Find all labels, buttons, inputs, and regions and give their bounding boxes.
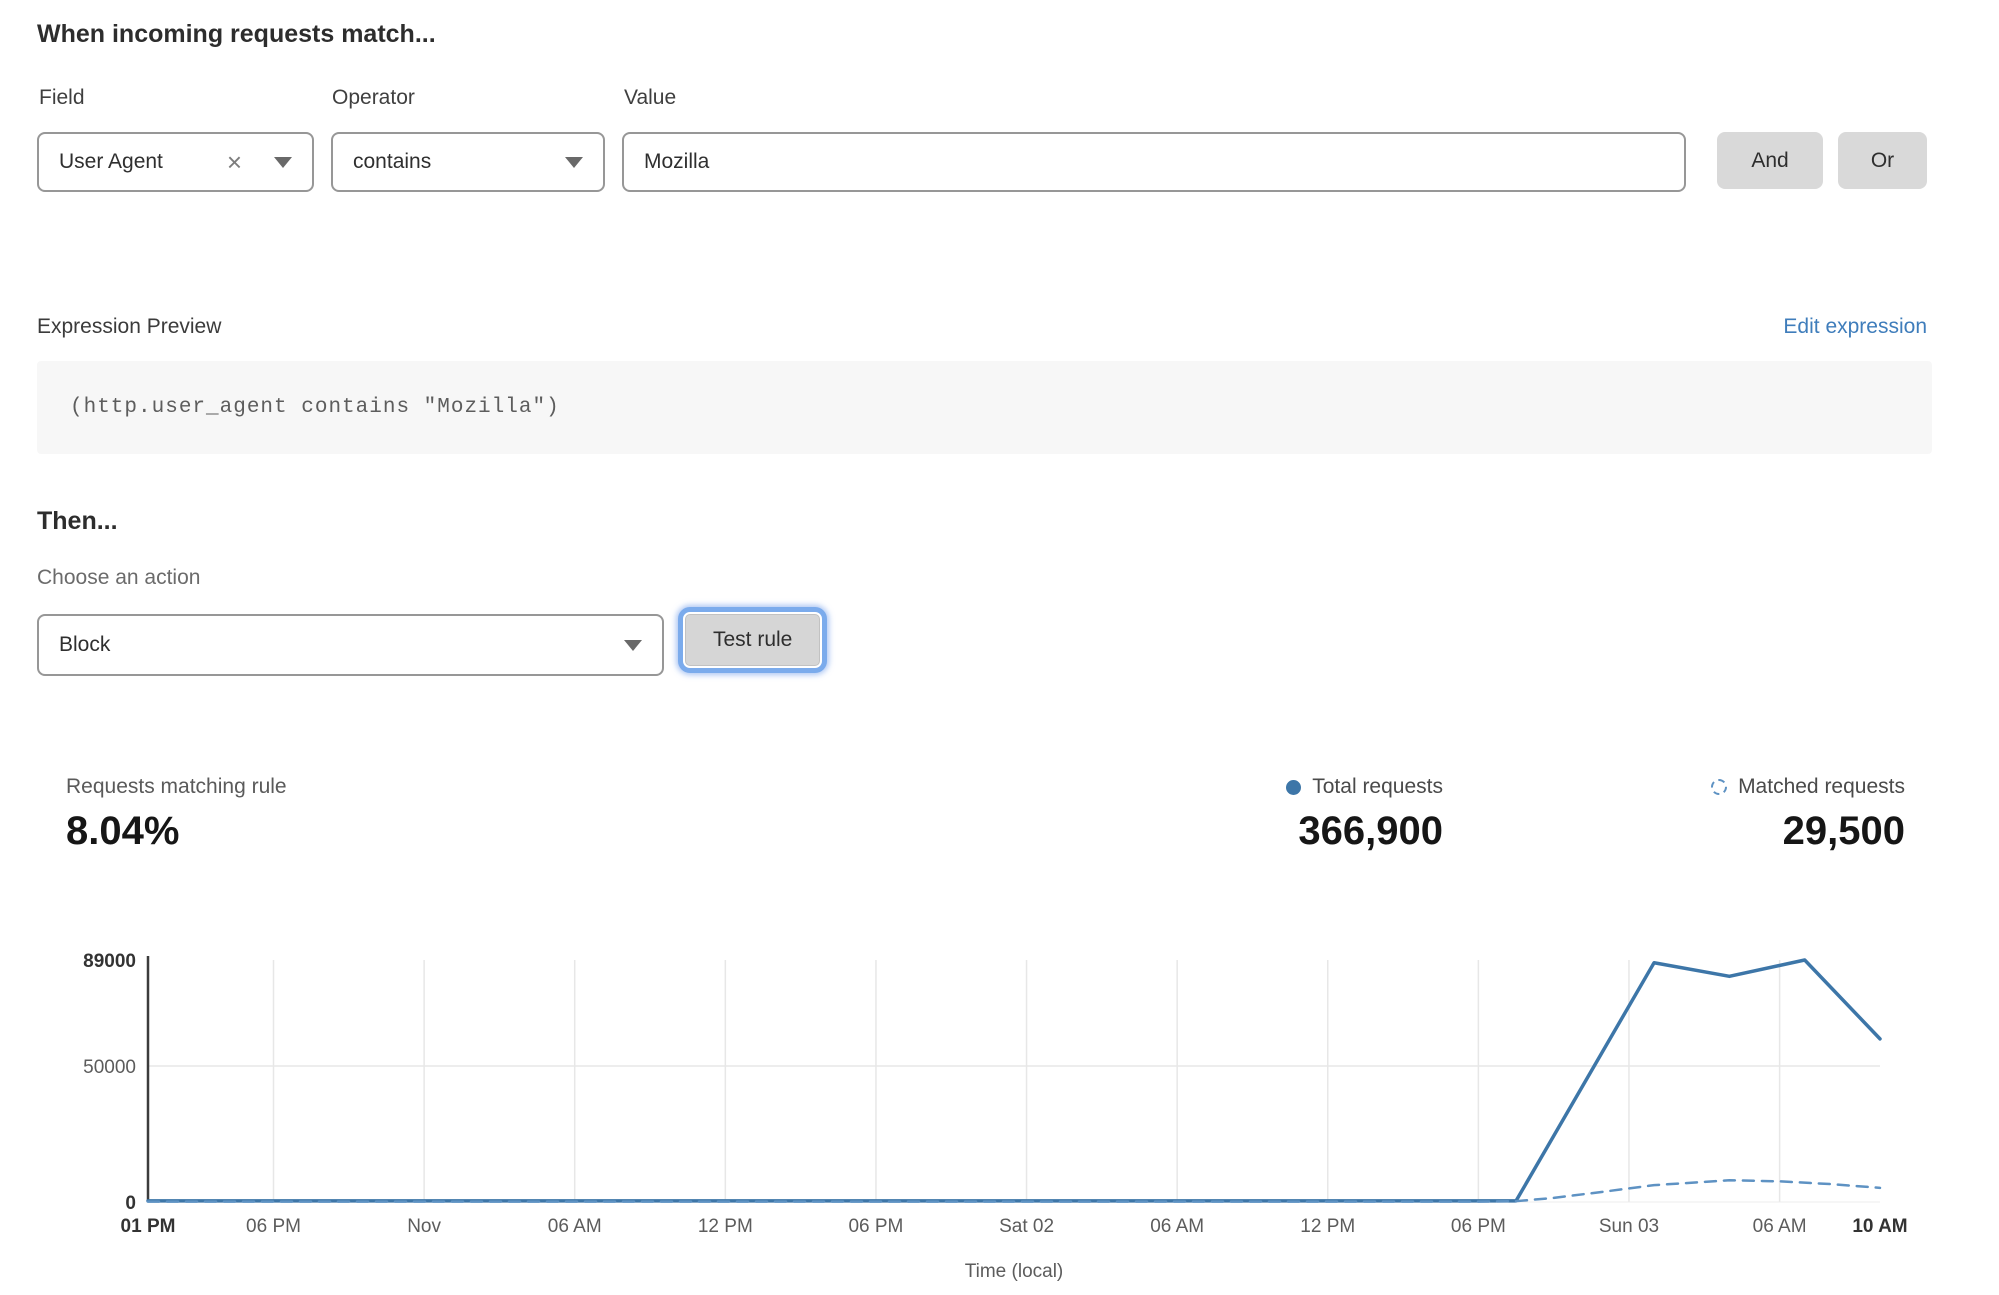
total-requests-value: 366,900 [1298, 809, 1443, 853]
requests-matching-label: Requests matching rule [66, 775, 287, 798]
total-requests-legend: Total requests [1043, 775, 1443, 799]
svg-text:06 PM: 06 PM [246, 1216, 301, 1237]
action-select[interactable]: Block [37, 614, 664, 676]
svg-text:12 PM: 12 PM [698, 1216, 753, 1237]
svg-text:10 AM: 10 AM [1852, 1216, 1907, 1237]
svg-text:12 PM: 12 PM [1300, 1216, 1355, 1237]
svg-text:Time (local): Time (local) [965, 1261, 1064, 1282]
svg-text:Sat 02: Sat 02 [999, 1216, 1054, 1237]
operator-select-value: contains [353, 150, 432, 173]
matched-requests-label: Matched requests [1738, 775, 1905, 798]
svg-text:01 PM: 01 PM [121, 1216, 176, 1237]
value-input[interactable] [622, 132, 1686, 192]
svg-text:06 AM: 06 AM [1150, 1216, 1204, 1237]
test-rule-focus-ring: Test rule [678, 607, 828, 673]
and-button[interactable]: And [1717, 132, 1823, 189]
field-label: Field [39, 86, 85, 109]
then-heading: Then... [37, 507, 118, 535]
svg-text:Sun 03: Sun 03 [1599, 1216, 1659, 1237]
total-requests-label: Total requests [1312, 775, 1443, 798]
clear-field-icon[interactable]: × [226, 147, 242, 177]
edit-expression-link[interactable]: Edit expression [1783, 315, 1927, 338]
svg-text:89000: 89000 [83, 951, 136, 972]
total-legend-dot-icon [1286, 779, 1302, 795]
svg-text:06 AM: 06 AM [1753, 1216, 1807, 1237]
requests-matching-stat: Requests matching rule 8.04% [66, 775, 287, 854]
chevron-down-icon [624, 639, 642, 651]
requests-chart: 01 PM 06 PM Nov 06 AM 12 PM 06 PM Sat 02 06 AM 1… [83, 951, 1907, 1282]
choose-action-label: Choose an action [37, 566, 201, 589]
field-select[interactable]: User Agent × [37, 132, 314, 192]
requests-matching-value: 8.04% [66, 809, 180, 853]
match-heading: When incoming requests match... [37, 20, 436, 48]
operator-label: Operator [332, 86, 415, 109]
action-select-value: Block [59, 633, 111, 656]
svg-text:0: 0 [125, 1193, 136, 1214]
matched-requests-legend: Matched requests [1505, 775, 1905, 799]
svg-text:50000: 50000 [83, 1057, 136, 1078]
value-label: Value [624, 86, 677, 109]
expression-code-box: (http.user_agent contains "Mozilla") [37, 361, 1932, 454]
operator-select[interactable]: contains [331, 132, 605, 192]
expression-code: (http.user_agent contains "Mozilla") [70, 396, 560, 419]
total-requests-stat: Total requests 366,900 [1043, 775, 1443, 854]
chevron-down-icon [565, 156, 583, 168]
svg-text:Nov: Nov [407, 1216, 441, 1237]
test-rule-button[interactable]: Test rule [685, 614, 821, 666]
matched-legend-dashed-circle-icon [1711, 779, 1728, 795]
chevron-down-icon [274, 156, 292, 168]
expression-preview-label: Expression Preview [37, 315, 222, 338]
or-button[interactable]: Or [1838, 132, 1927, 189]
matched-requests-value: 29,500 [1782, 809, 1905, 853]
field-select-value: User Agent [59, 150, 163, 173]
svg-text:06 PM: 06 PM [1451, 1216, 1506, 1237]
svg-text:06 AM: 06 AM [548, 1216, 602, 1237]
matched-requests-stat: Matched requests 29,500 [1505, 775, 1905, 854]
svg-text:06 PM: 06 PM [848, 1216, 903, 1237]
